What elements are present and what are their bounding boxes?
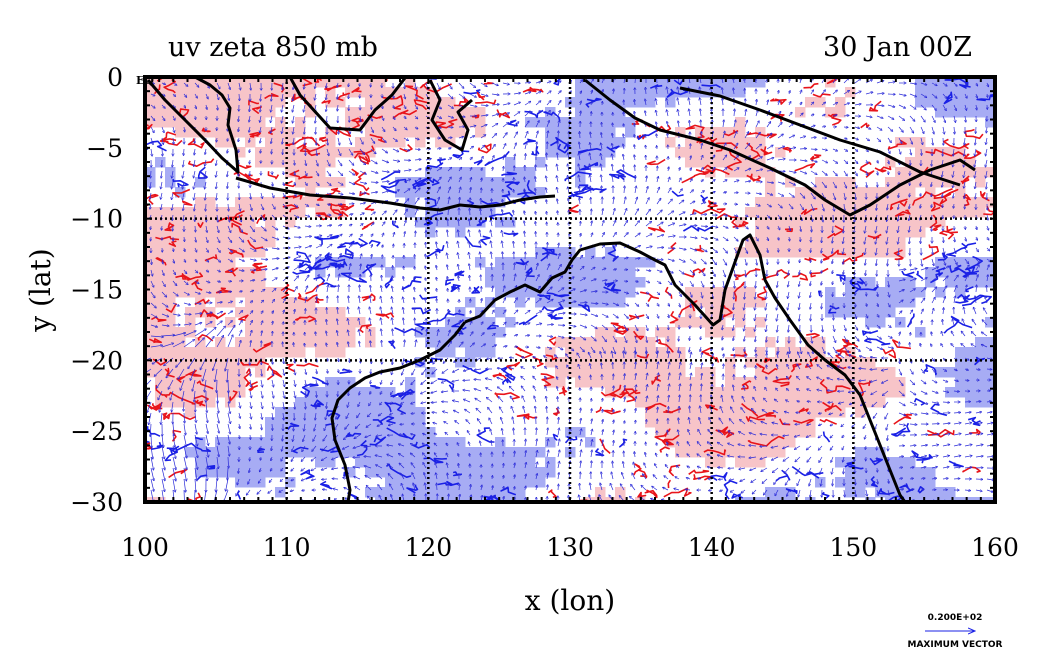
frame-minor-ticks — [144, 76, 996, 503]
x-tick-label: 140 — [688, 533, 736, 562]
x-axis-title: x (lon) — [525, 584, 615, 617]
lat-lon-grid — [145, 77, 995, 502]
plot-title-left: uv zeta 850 mb — [168, 32, 378, 63]
x-tick-label: 130 — [546, 533, 594, 562]
coastline-sulawesi — [428, 79, 473, 152]
coastline-java — [235, 176, 556, 212]
x-axis-ticks: 100 110 120 130 140 150 160 — [121, 533, 1019, 562]
y-tick-label: −15 — [70, 276, 123, 305]
reference-vector-value: 0.200E+02 — [928, 613, 983, 623]
equator-label: EQ — [136, 74, 154, 87]
y-tick-label: −10 — [70, 205, 123, 234]
x-tick-label: 100 — [121, 533, 169, 562]
x-tick-label: 150 — [829, 533, 877, 562]
reference-vector-caption: MAXIMUM VECTOR — [907, 640, 1002, 650]
coastline-australia — [330, 233, 907, 502]
y-tick-label: −30 — [70, 488, 123, 517]
y-tick-label: −20 — [70, 346, 123, 375]
y-tick-label: −25 — [70, 417, 123, 446]
coastline-borneo — [288, 77, 407, 132]
coastline-layer — [146, 77, 976, 502]
reference-vector-legend: 0.200E+02 MAXIMUM VECTOR — [907, 613, 1002, 650]
y-axis-ticks: 0 −5 −10 −15 −20 −25 −30 — [70, 63, 123, 517]
map-panel — [145, 77, 995, 502]
coastline-sumatra — [146, 77, 240, 174]
x-tick-label: 120 — [404, 533, 452, 562]
plot-title-right: 30 Jan 00Z — [823, 32, 972, 63]
y-tick-label: 0 — [107, 63, 123, 92]
y-axis-title: y (lat) — [24, 248, 57, 332]
x-tick-label: 110 — [263, 533, 311, 562]
vorticity-fill-layer — [145, 77, 995, 502]
coastline-new-guinea — [584, 78, 976, 217]
wind-vector-layer — [145, 77, 994, 502]
x-tick-label: 160 — [971, 533, 1019, 562]
y-tick-label: −5 — [86, 134, 123, 163]
